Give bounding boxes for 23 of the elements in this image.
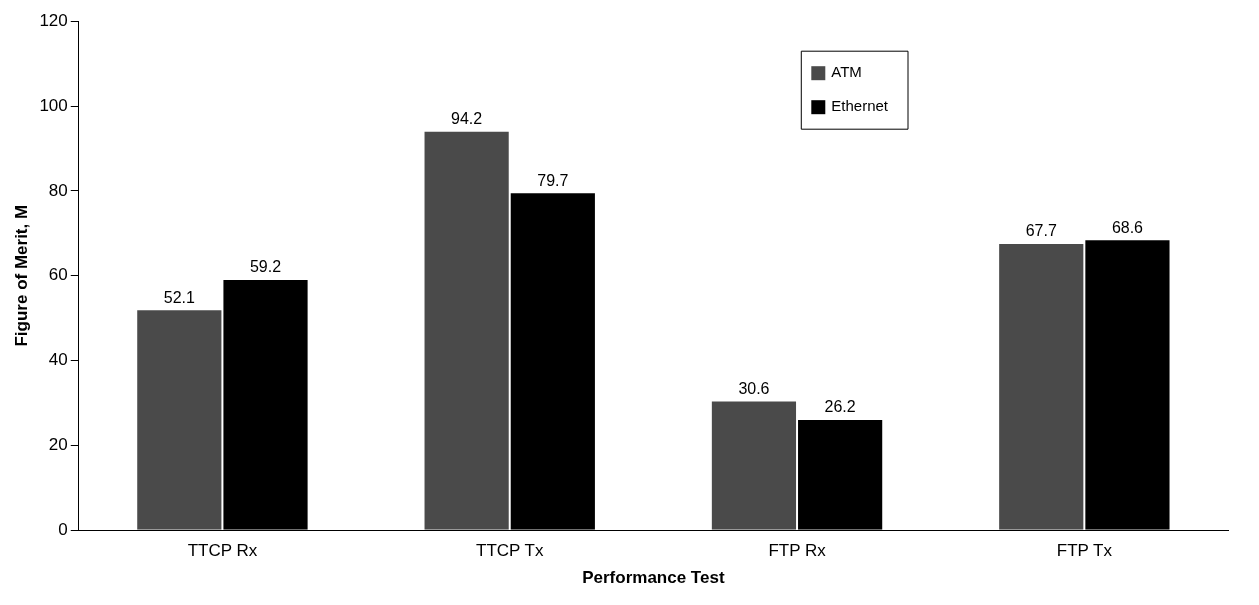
- y-axis-title: Figure of Merit, M: [11, 204, 31, 347]
- data-label: 68.6: [1111, 218, 1144, 236]
- data-label: 26.2: [824, 398, 856, 416]
- x-tick-label: TTCP Rx: [187, 541, 258, 561]
- data-label: 67.7: [1025, 222, 1057, 240]
- x-tick-label: TTCP Tx: [476, 541, 544, 561]
- y-tick-label: 0: [58, 519, 68, 539]
- y-tick-label: 80: [48, 180, 68, 200]
- data-label: 59.2: [249, 258, 282, 276]
- x-tick-label: FTP Tx: [1056, 541, 1113, 561]
- data-label: 30.6: [738, 379, 770, 397]
- x-tick-label: FTP Rx: [768, 541, 827, 561]
- data-label: 52.1: [163, 288, 195, 306]
- legend-label: ATM: [831, 63, 862, 81]
- legend-label: Ethernet: [831, 97, 889, 115]
- y-tick-label: 20: [48, 435, 68, 455]
- data-label: 79.7: [537, 171, 569, 189]
- x-axis-title: Performance Test: [582, 568, 725, 588]
- y-tick-label: 60: [48, 265, 68, 285]
- data-label: 94.2: [451, 110, 483, 128]
- y-tick-label: 40: [48, 350, 68, 370]
- y-tick-label: 120: [39, 10, 68, 30]
- y-tick-label: 100: [39, 95, 68, 115]
